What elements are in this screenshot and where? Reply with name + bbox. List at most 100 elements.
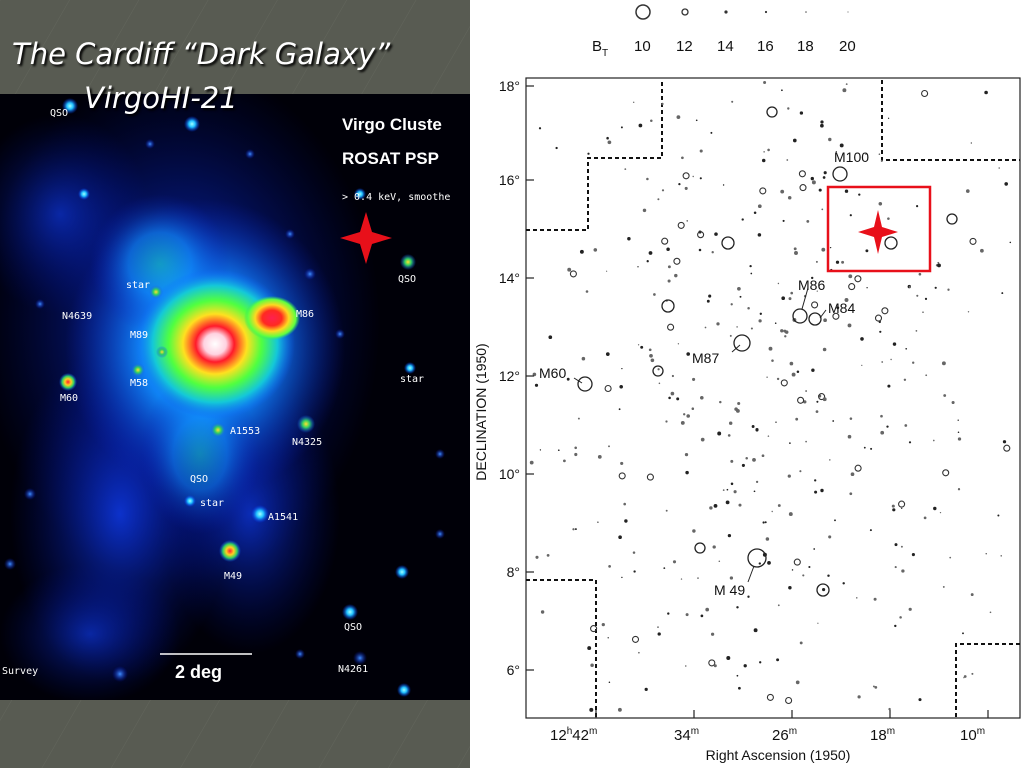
legend-dot-16 (764, 10, 768, 14)
galaxy-point (632, 551, 636, 554)
galaxy-point (870, 447, 873, 450)
galaxy-point (847, 434, 852, 439)
galaxy-point (747, 307, 750, 310)
y-tick-8: 8° (507, 564, 520, 580)
galaxy-point (844, 298, 849, 302)
galaxy-point (989, 611, 992, 614)
galaxy-point (916, 294, 919, 297)
galaxy-point (908, 285, 911, 289)
galaxy-point (872, 685, 875, 688)
galaxy-point (605, 352, 610, 356)
galaxy-point (829, 246, 832, 249)
galaxy-point (695, 119, 698, 122)
galaxy-point (750, 327, 753, 330)
galaxy-point (684, 452, 689, 457)
galaxy-point (980, 248, 984, 253)
galaxy-point (736, 326, 738, 328)
galaxy-point (827, 574, 830, 577)
galaxy-point (680, 420, 685, 425)
galaxy-point (727, 533, 732, 538)
galaxy-point (665, 420, 668, 423)
galaxy-point (569, 270, 577, 278)
galaxy-point (965, 189, 970, 193)
label-m49: M 49 (714, 582, 745, 598)
galaxy-point (657, 626, 659, 628)
galaxy-bright-4 (816, 583, 830, 597)
label-m84: M84 (828, 300, 855, 316)
galaxy-point (700, 437, 705, 442)
galaxy-point (555, 146, 558, 150)
galaxy-bright-7 (766, 106, 778, 118)
galaxy-point (777, 282, 780, 285)
galaxy-point (880, 159, 883, 162)
galaxy-point (713, 664, 717, 668)
galaxy-point (841, 260, 845, 264)
galaxy-point (709, 506, 713, 510)
galaxy-point (673, 257, 681, 265)
galaxy-point (858, 193, 861, 196)
y-tick-6: 6° (507, 662, 520, 678)
galaxy-point (802, 574, 805, 577)
galaxy-point (878, 153, 881, 155)
galaxy-point (534, 383, 539, 387)
galaxy-point (777, 604, 780, 607)
galaxy-point (681, 156, 684, 160)
galaxy-point (815, 410, 819, 413)
galaxy-point (758, 562, 761, 565)
galaxy-point (718, 560, 721, 562)
galaxy-point (667, 265, 671, 269)
galaxy-point (699, 177, 702, 180)
galaxy-point (608, 565, 611, 568)
galaxy-point (706, 299, 710, 303)
galaxy-point (638, 123, 643, 128)
galaxy-point (939, 511, 942, 514)
galaxy-point (646, 473, 654, 481)
galaxy-point (921, 89, 929, 98)
galaxy-point (789, 442, 791, 444)
galaxy-point (881, 361, 884, 363)
galaxy-point (767, 435, 770, 437)
galaxy-point (632, 101, 635, 104)
x-tick-34m: 34m (674, 726, 699, 744)
galaxy-point (587, 646, 592, 651)
galaxy-point (767, 148, 770, 152)
galaxy-point (821, 247, 826, 252)
galaxy-point (942, 585, 945, 588)
galaxy-point (908, 441, 912, 444)
galaxy-point (842, 582, 845, 585)
galaxy-point (738, 503, 742, 507)
galaxy-point (854, 275, 862, 283)
galaxy-point (957, 437, 962, 441)
galaxy-point (574, 446, 577, 450)
galaxy-point (908, 607, 912, 611)
galaxy-point (581, 356, 586, 361)
legend-circle-12 (681, 8, 689, 16)
galaxy-point (848, 274, 853, 279)
galaxy-point (845, 83, 848, 86)
galaxy-point (737, 286, 741, 291)
galaxy-point (590, 663, 594, 668)
galaxy-point (608, 445, 610, 448)
galaxy-point (799, 111, 804, 115)
title-line-2: VirgoHI-21 (84, 81, 238, 115)
galaxy-point (886, 425, 889, 428)
galaxy-point (532, 372, 537, 377)
galaxy-point (741, 463, 745, 467)
galaxy-point (623, 502, 626, 506)
galaxy-point (1004, 182, 1008, 186)
galaxy-point (916, 205, 919, 208)
galaxy-point (890, 358, 892, 361)
galaxy-point (796, 370, 800, 373)
galaxy-point (700, 396, 704, 400)
galaxy-point (731, 100, 734, 103)
galaxy-point (621, 576, 623, 579)
virgohi21-marker-icon (340, 212, 392, 264)
label-n4261: N4261 (338, 664, 368, 675)
galaxy-point (776, 377, 780, 381)
galaxy-point (692, 377, 696, 381)
galaxy-point (691, 407, 695, 410)
galaxy-point (725, 500, 730, 505)
label-star-1: star (126, 280, 150, 291)
galaxy-point (633, 570, 636, 573)
galaxy-point (663, 567, 666, 570)
